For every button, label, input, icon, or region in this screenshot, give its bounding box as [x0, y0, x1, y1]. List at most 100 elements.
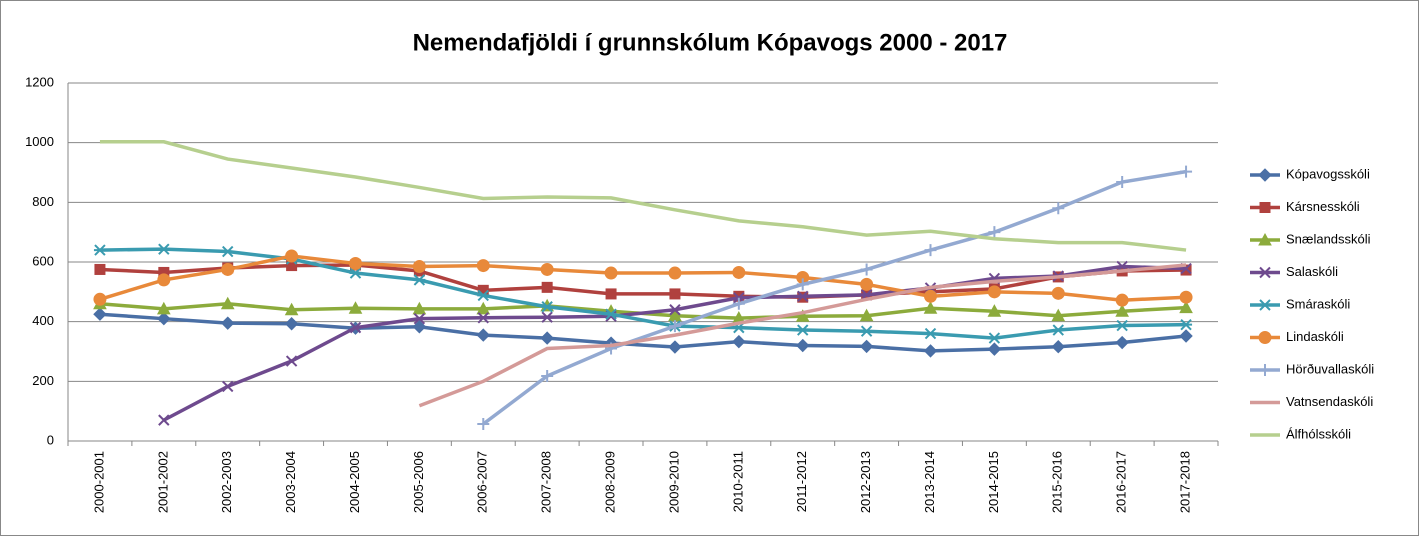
- x-tick-label: 2011-2012: [794, 451, 809, 512]
- marker: [284, 302, 299, 316]
- marker: [987, 342, 1002, 356]
- marker: [605, 288, 617, 300]
- marker: [1115, 304, 1130, 317]
- marker: [285, 249, 299, 263]
- marker: [795, 309, 810, 322]
- x-tick-label: 2009-2010: [666, 451, 681, 513]
- marker: [860, 277, 874, 291]
- y-tick-label: 0: [47, 432, 54, 447]
- marker: [220, 296, 235, 310]
- marker: [860, 263, 873, 276]
- marker: [157, 273, 171, 287]
- marker: [987, 285, 1001, 299]
- chart-title: Nemendafjöldi í grunnskólum Kópavogs 200…: [413, 29, 1008, 56]
- marker: [1116, 319, 1129, 332]
- marker: [476, 259, 490, 273]
- marker: [668, 340, 682, 354]
- series-line: [99, 140, 1187, 252]
- marker: [412, 301, 427, 315]
- legend-label: Snælandsskóli: [1286, 231, 1371, 246]
- x-tick-label: 2010-2011: [730, 451, 745, 512]
- marker: [1179, 300, 1193, 314]
- marker: [221, 262, 235, 276]
- x-tick-label: 2014-2015: [986, 451, 1001, 513]
- marker: [413, 312, 426, 325]
- marker: [221, 245, 234, 258]
- y-tick-label: 600: [32, 253, 54, 268]
- marker: [796, 324, 809, 336]
- marker: [541, 281, 553, 293]
- series-line: [99, 263, 1187, 299]
- marker: [1052, 324, 1065, 336]
- marker: [1180, 318, 1193, 331]
- marker: [732, 297, 745, 310]
- marker: [413, 274, 426, 286]
- marker: [924, 289, 937, 303]
- x-tick-label: 2012-2013: [858, 451, 873, 513]
- marker: [349, 267, 362, 279]
- x-tick-label: 2006-2007: [475, 451, 490, 513]
- x-tick-label: 2004-2005: [347, 451, 362, 513]
- marker: [732, 265, 746, 279]
- marker: [284, 317, 299, 331]
- marker: [222, 380, 234, 393]
- marker: [541, 369, 554, 382]
- x-tick-label: 2002-2003: [219, 451, 234, 513]
- marker: [1259, 266, 1271, 279]
- marker: [668, 320, 681, 333]
- marker: [988, 226, 1001, 239]
- x-tick-label: 2008-2009: [602, 451, 617, 513]
- marker: [987, 304, 1002, 317]
- x-tick-label: 2007-2008: [539, 451, 554, 513]
- marker: [349, 321, 362, 334]
- marker: [412, 320, 427, 334]
- marker: [1259, 299, 1271, 311]
- y-tick-label: 400: [32, 313, 54, 328]
- x-tick-label: 2000-2001: [91, 451, 106, 513]
- series-line: [99, 312, 1187, 353]
- x-tick-label: 2017-2018: [1177, 451, 1192, 513]
- marker: [605, 308, 618, 320]
- legend-label: Kópavogsskóli: [1286, 166, 1370, 181]
- x-tick-label: 2013-2014: [922, 451, 937, 513]
- marker: [1051, 286, 1065, 300]
- marker: [797, 290, 809, 303]
- marker: [604, 266, 618, 280]
- marker: [541, 301, 554, 313]
- marker: [796, 338, 810, 353]
- x-tick-label: 2001-2002: [155, 451, 170, 513]
- legend-label: Smáraskóli: [1286, 296, 1350, 311]
- marker: [668, 266, 682, 280]
- marker: [923, 344, 938, 358]
- x-tick-label: 2015-2016: [1050, 451, 1065, 513]
- y-tick-label: 200: [32, 373, 54, 388]
- marker: [1258, 331, 1272, 344]
- marker: [157, 311, 171, 326]
- marker: [1259, 364, 1271, 376]
- y-tick-label: 800: [32, 194, 54, 209]
- marker: [732, 334, 746, 349]
- marker: [476, 301, 491, 315]
- marker: [157, 243, 170, 255]
- marker: [988, 332, 1001, 344]
- marker: [541, 311, 553, 323]
- marker: [349, 256, 362, 270]
- marker: [476, 328, 490, 342]
- marker: [477, 289, 490, 302]
- legend-label: Vatnsendaskóli: [1286, 394, 1373, 409]
- legend-label: Hörðuvallaskóli: [1286, 361, 1374, 376]
- marker: [1180, 165, 1193, 178]
- marker: [1116, 176, 1129, 189]
- marker: [1179, 290, 1193, 304]
- marker: [540, 262, 554, 276]
- y-tick-label: 1000: [25, 134, 54, 149]
- marker: [859, 339, 874, 354]
- marker: [477, 312, 489, 324]
- marker: [1259, 202, 1271, 213]
- marker: [1051, 340, 1065, 354]
- marker: [1179, 329, 1193, 343]
- marker: [540, 331, 554, 345]
- marker: [1258, 232, 1272, 246]
- marker: [796, 278, 809, 291]
- marker: [924, 327, 937, 340]
